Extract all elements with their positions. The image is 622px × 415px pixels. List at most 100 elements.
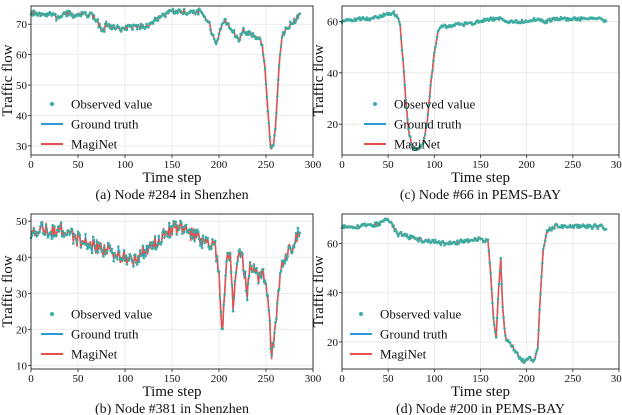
observed-point	[135, 27, 139, 31]
observed-point	[494, 336, 498, 339]
observed-point	[364, 18, 368, 22]
observed-point	[516, 351, 519, 355]
observed-point	[558, 18, 562, 22]
observed-point	[193, 239, 196, 243]
observed-point	[243, 274, 246, 278]
observed-point	[197, 13, 200, 16]
observed-point	[139, 22, 143, 26]
observed-point	[145, 22, 148, 26]
observed-point	[489, 272, 492, 275]
observed-point	[261, 267, 265, 271]
legend-label: Ground truth	[394, 117, 462, 132]
observed-point	[140, 26, 144, 29]
observed-point	[200, 246, 204, 250]
observed-point	[248, 261, 252, 264]
observed-point	[62, 235, 66, 239]
observed-point	[208, 247, 211, 251]
observed-point	[291, 251, 294, 254]
y-tick-label: 60	[327, 16, 339, 28]
observed-point	[550, 19, 553, 23]
observed-point	[156, 19, 160, 23]
observed-point	[255, 266, 258, 270]
observed-point	[430, 240, 433, 244]
observed-point	[104, 21, 108, 24]
observed-point	[246, 33, 250, 37]
observed-point	[192, 230, 195, 234]
observed-point	[244, 33, 248, 36]
y-tick-label: 60	[327, 239, 339, 251]
observed-point	[395, 230, 398, 233]
observed-point	[102, 27, 105, 30]
observed-point	[94, 249, 98, 253]
y-tick-label: 40	[327, 68, 339, 80]
observed-point	[143, 248, 147, 252]
observed-point	[283, 261, 287, 264]
x-tick-label: 250	[565, 159, 582, 171]
observed-point	[424, 125, 428, 129]
observed-point	[167, 221, 171, 225]
observed-point	[264, 82, 268, 86]
legend-label: Ground truth	[71, 327, 139, 342]
observed-point	[520, 359, 524, 363]
observed-point	[238, 38, 241, 42]
observed-point	[210, 247, 213, 251]
y-axis-label: Traffic flow	[311, 44, 327, 116]
observed-point	[275, 317, 278, 321]
observed-point	[545, 21, 549, 24]
observed-point	[217, 270, 221, 273]
x-tick-label: 200	[211, 373, 228, 385]
observed-point	[430, 75, 433, 79]
observed-point	[497, 18, 501, 21]
observed-point	[276, 289, 280, 293]
chart-panel-3: 0 50 100 150 200 250 300 20 40 60 Time step Traffic…	[311, 213, 622, 415]
observed-point	[168, 235, 172, 239]
observed-point	[286, 255, 289, 258]
observed-point	[123, 259, 127, 262]
observed-point	[131, 260, 134, 263]
observed-point	[259, 272, 262, 275]
observed-point	[228, 258, 231, 262]
observed-point	[192, 9, 195, 12]
y-tick-label: 50	[16, 216, 28, 228]
observed-point	[251, 31, 255, 35]
observed-point	[112, 23, 116, 27]
legend-label: MagiNet	[71, 137, 118, 152]
observed-point	[267, 308, 271, 312]
observed-point	[124, 24, 128, 28]
legend-label: Observed value	[71, 307, 152, 322]
observed-point	[289, 247, 292, 250]
observed-point	[511, 344, 515, 348]
observed-point	[55, 19, 58, 22]
x-tick-label: 250	[258, 373, 275, 385]
observed-point	[129, 23, 132, 27]
observed-point	[190, 228, 194, 232]
observed-point	[178, 226, 181, 230]
legend-label: Ground truth	[380, 327, 448, 342]
observed-point	[491, 301, 494, 305]
observed-point	[134, 253, 137, 256]
observed-point	[127, 258, 131, 262]
observed-points	[340, 10, 608, 151]
observed-point	[36, 14, 39, 17]
observed-point	[513, 348, 516, 352]
observed-point	[203, 15, 207, 18]
observed-point	[541, 261, 544, 265]
observed-point	[252, 263, 256, 267]
observed-point	[246, 282, 250, 285]
observed-point	[499, 257, 503, 260]
observed-point	[293, 241, 297, 244]
x-tick-label: 250	[565, 373, 582, 385]
observed-point	[492, 316, 495, 319]
observed-point	[98, 247, 101, 250]
y-axis-label: Traffic flow	[311, 255, 327, 327]
observed-point	[392, 10, 396, 13]
observed-point	[268, 319, 272, 322]
observed-point	[102, 255, 105, 258]
observed-point	[79, 246, 83, 249]
observed-point	[279, 44, 283, 48]
observed-point	[92, 13, 96, 17]
observed-point	[264, 283, 268, 286]
observed-point	[197, 230, 200, 234]
observed-point	[578, 19, 582, 22]
legend-marker-observed	[50, 312, 54, 316]
